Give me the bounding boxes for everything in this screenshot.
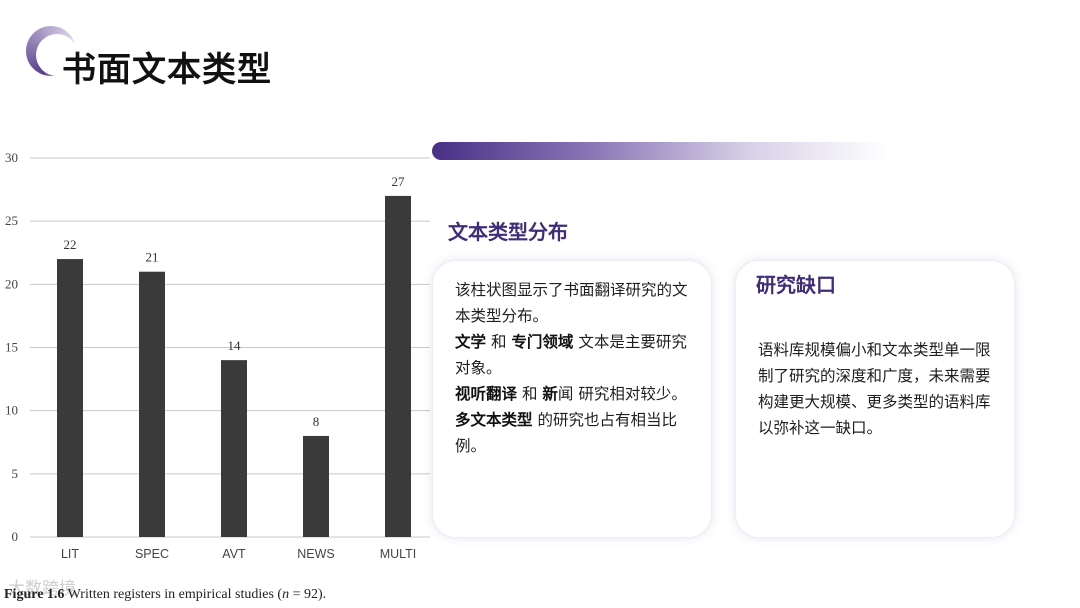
y-tick-label: 10 [5, 403, 18, 418]
research-gap-body: 语料库规模偏小和文本类型单一限制了研究的深度和广度，未来需要构建更大规模、更多类… [758, 341, 991, 437]
summary-connector: 和 [486, 333, 512, 351]
bar-value-label: 27 [392, 174, 406, 189]
title-decoration-mask [36, 34, 78, 76]
bar-value-label: 22 [64, 237, 77, 252]
bar-avt [221, 360, 247, 537]
x-tick-label: SPEC [135, 547, 169, 561]
summary-line-2-end: 文本是主要研究对象。 [455, 333, 687, 377]
highlight-news: 新 [542, 385, 558, 403]
caption-figure-label: Figure 1.6 [4, 587, 65, 602]
section-heading: 文本类型分布 [448, 220, 568, 244]
summary-line-1: 该柱状图显示了书面翻译研究的文本类型分布。 [455, 281, 688, 325]
bar-multi [385, 195, 411, 537]
highlight-avt: 视听翻译 [455, 385, 518, 403]
gradient-divider-bar [432, 142, 888, 160]
summary-line-3-end: 闻 研究相对较少。 [557, 385, 687, 403]
highlight-specialized: 专门领域 [511, 333, 574, 351]
bar-value-label: 14 [228, 338, 242, 353]
summary-connector: 和 [517, 385, 543, 403]
x-tick-label: LIT [61, 547, 79, 561]
bar-chart: 0 5 10 15 20 25 30 22 LIT 21 SPEC 14 AVT 8 NEWS 27 MULTI [0, 140, 430, 608]
x-tick-label: AVT [222, 547, 246, 561]
page-title: 书面文本类型 [62, 50, 272, 90]
y-tick-label: 0 [12, 529, 19, 544]
y-tick-label: 5 [12, 466, 19, 481]
caption-n: n [282, 587, 290, 602]
x-tick-label: NEWS [297, 547, 335, 561]
highlight-literature: 文学 [455, 333, 487, 351]
bar-spec [139, 271, 165, 537]
y-tick-label: 15 [5, 340, 18, 355]
x-tick-label: MULTI [380, 547, 417, 561]
figure-caption: Figure 1.6 Written registers in empirica… [4, 587, 326, 603]
y-tick-label: 30 [5, 150, 18, 165]
bar-news [303, 435, 329, 537]
caption-text: Written registers in empirical studies ( [64, 587, 283, 602]
research-gap-card: 研究缺口 语料库规模偏小和文本类型单一限制了研究的深度和广度，未来需要构建更大规… [735, 260, 1015, 538]
summary-card: 该柱状图显示了书面翻译研究的文本类型分布。 文学 和 专门领域 文本是主要研究对… [432, 260, 712, 538]
watermark: 大数跨境 [8, 579, 76, 599]
research-gap-title: 研究缺口 [756, 273, 836, 297]
caption-end: = 92). [289, 587, 327, 602]
summary-card-text: 该柱状图显示了书面翻译研究的文本类型分布。 文学 和 专门领域 文本是主要研究对… [455, 277, 695, 459]
summary-line-4-end: 的研究也占有相当比例。 [455, 411, 677, 455]
bar-value-label: 8 [313, 414, 320, 429]
bar-lit [57, 259, 83, 537]
bar-value-label: 21 [146, 250, 159, 265]
y-tick-label: 20 [5, 276, 18, 291]
bar-chart-svg: 0 5 10 15 20 25 30 22 LIT 21 SPEC 14 AVT 8 NEWS 27 MULTI [5, 150, 430, 561]
highlight-multi: 多文本类型 [455, 411, 533, 429]
y-tick-label: 25 [5, 213, 18, 228]
